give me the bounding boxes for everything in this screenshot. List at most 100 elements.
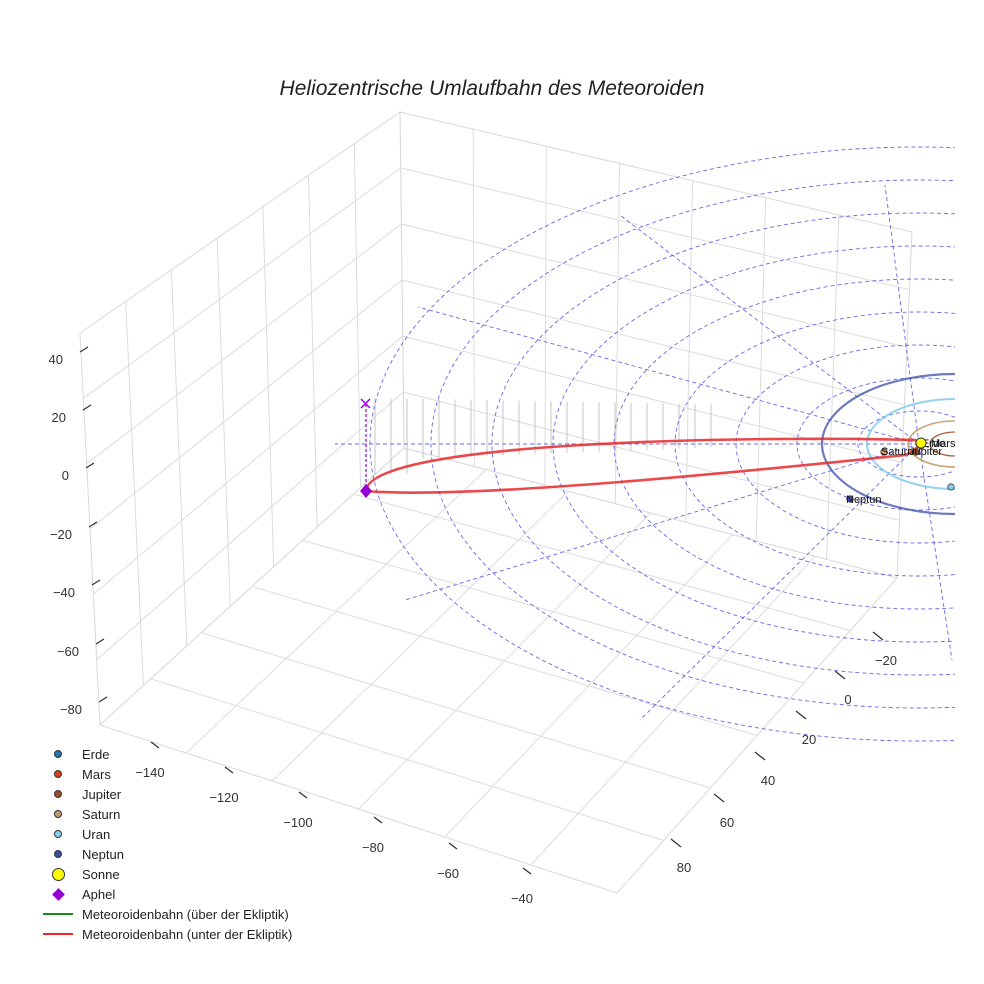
sun-marker (915, 437, 927, 449)
ecliptic-circle (430, 179, 955, 709)
planet-orbit-ring (866, 398, 955, 490)
y-tick-mark (754, 751, 766, 761)
legend-label: Sonne (82, 866, 120, 882)
x-tick-label: −60 (437, 866, 459, 881)
left-gridline (89, 279, 403, 530)
legend-label: Aphel (82, 886, 116, 902)
legend-symbol (42, 884, 74, 904)
x-tick-mark (224, 766, 234, 774)
left-gridline (86, 223, 402, 465)
ecliptic-radial (918, 443, 953, 661)
left-gridline (96, 391, 404, 661)
ecliptic-circle (491, 212, 955, 676)
legend-symbol (42, 744, 74, 764)
legend-item-1: Mars (42, 764, 292, 784)
legend-symbol (42, 924, 74, 944)
y-tick-label: 0 (844, 692, 851, 707)
back-gridline (402, 335, 903, 464)
legend-symbol (42, 864, 74, 884)
legend-item-5: Neptun (42, 844, 292, 864)
x-tick-mark (522, 867, 532, 875)
planet-label-erde: Erde (922, 438, 945, 450)
planet-label-neptun: Neptun (846, 494, 881, 506)
ecliptic-circle (857, 410, 955, 478)
legend-line-icon (43, 913, 73, 915)
legend-dot-icon (54, 810, 62, 818)
legend-label: Mars (82, 766, 111, 782)
legend-dot-icon (54, 790, 62, 798)
ecliptic-radial (639, 443, 920, 721)
planet-marker-jupiter (912, 448, 920, 456)
x-tick-label: −140 (135, 765, 164, 780)
legend-item-2: Jupiter (42, 784, 292, 804)
y-tick-label: −20 (875, 653, 897, 668)
legend-label: Meteoroidenbahn (über der Ekliptik) (82, 906, 289, 922)
legend-symbol (42, 804, 74, 824)
z-tick-label: 40 (49, 352, 63, 367)
chart-title: Heliozentrische Umlaufbahn des Meteoroid… (280, 77, 705, 100)
legend-dot-icon (54, 750, 62, 758)
planet-label-uran: Ura (956, 481, 975, 493)
legend-symbol (42, 764, 74, 784)
x-tick-mark (298, 791, 308, 799)
back-gridline (401, 279, 905, 406)
planet-marker-neptun (846, 495, 854, 503)
z-tick-mark (85, 462, 95, 469)
legend-item-7: Aphel (42, 884, 292, 904)
legend-dot-icon (54, 830, 62, 838)
planet-orbit-ring (929, 431, 955, 457)
z-tick-label: 20 (52, 410, 66, 425)
z-tick-label: −20 (50, 527, 72, 542)
ecliptic-circle (735, 344, 955, 544)
legend-symbol (42, 784, 74, 804)
legend-symbol (42, 824, 74, 844)
y-tick-mark (670, 838, 682, 848)
x-tick-label: −40 (511, 891, 533, 906)
y-tick-mark (713, 793, 725, 803)
x-tick-mark (150, 741, 160, 749)
legend-dot-icon (54, 770, 62, 778)
aphel-marker (360, 484, 372, 498)
ecliptic-radial (417, 306, 920, 445)
legend-diamond-icon (51, 887, 65, 901)
y-tick-label: 80 (677, 860, 691, 875)
z-tick-label: 0 (62, 468, 69, 483)
z-tick-mark (88, 521, 98, 528)
x-tick-label: −120 (209, 790, 238, 805)
z-tick-label: −80 (60, 702, 82, 717)
legend-label: Saturn (82, 806, 121, 822)
z-tick-mark (82, 404, 92, 411)
legend-item-0: Erde (42, 744, 292, 764)
legend-label: Uran (82, 826, 111, 842)
y-tick-mark (795, 710, 807, 720)
legend-symbol (42, 904, 74, 924)
y-tick-mark (834, 670, 846, 680)
y-tick-label: 40 (761, 773, 775, 788)
left-gridline (93, 335, 403, 595)
planet-label-saturn: Saturn (881, 446, 913, 458)
z-tick-mark (91, 579, 101, 586)
z-tick-mark (79, 346, 89, 353)
left-gridline (83, 167, 401, 399)
x-tick-label: −80 (362, 840, 384, 855)
floor-gridline (150, 678, 664, 841)
legend-label: Meteoroidenbahn (unter der Ekliptik) (82, 926, 293, 942)
legend-dot-icon (54, 850, 62, 858)
x-tick-mark (373, 816, 383, 824)
legend-item-6: Sonne (42, 864, 292, 884)
ecliptic-radial (884, 184, 920, 445)
legend-item-4: Uran (42, 824, 292, 844)
planet-marker-saturn (880, 448, 888, 456)
ecliptic-circle (674, 311, 955, 577)
z-tick-mark (95, 638, 105, 645)
x-tick-mark (448, 842, 458, 850)
legend-item-3: Saturn (42, 804, 292, 824)
planet-orbit-ring (820, 372, 955, 516)
legend: Erde Mars Jupiter Saturn Uran Neptun Sonne Aphe… (42, 744, 292, 944)
y-tick-label: 60 (720, 815, 734, 830)
legend-label: Erde (82, 746, 110, 762)
axis-ticks: −140−120−100−80−60−40−2002040608040200−2… (49, 346, 897, 906)
legend-label: Neptun (82, 846, 124, 862)
